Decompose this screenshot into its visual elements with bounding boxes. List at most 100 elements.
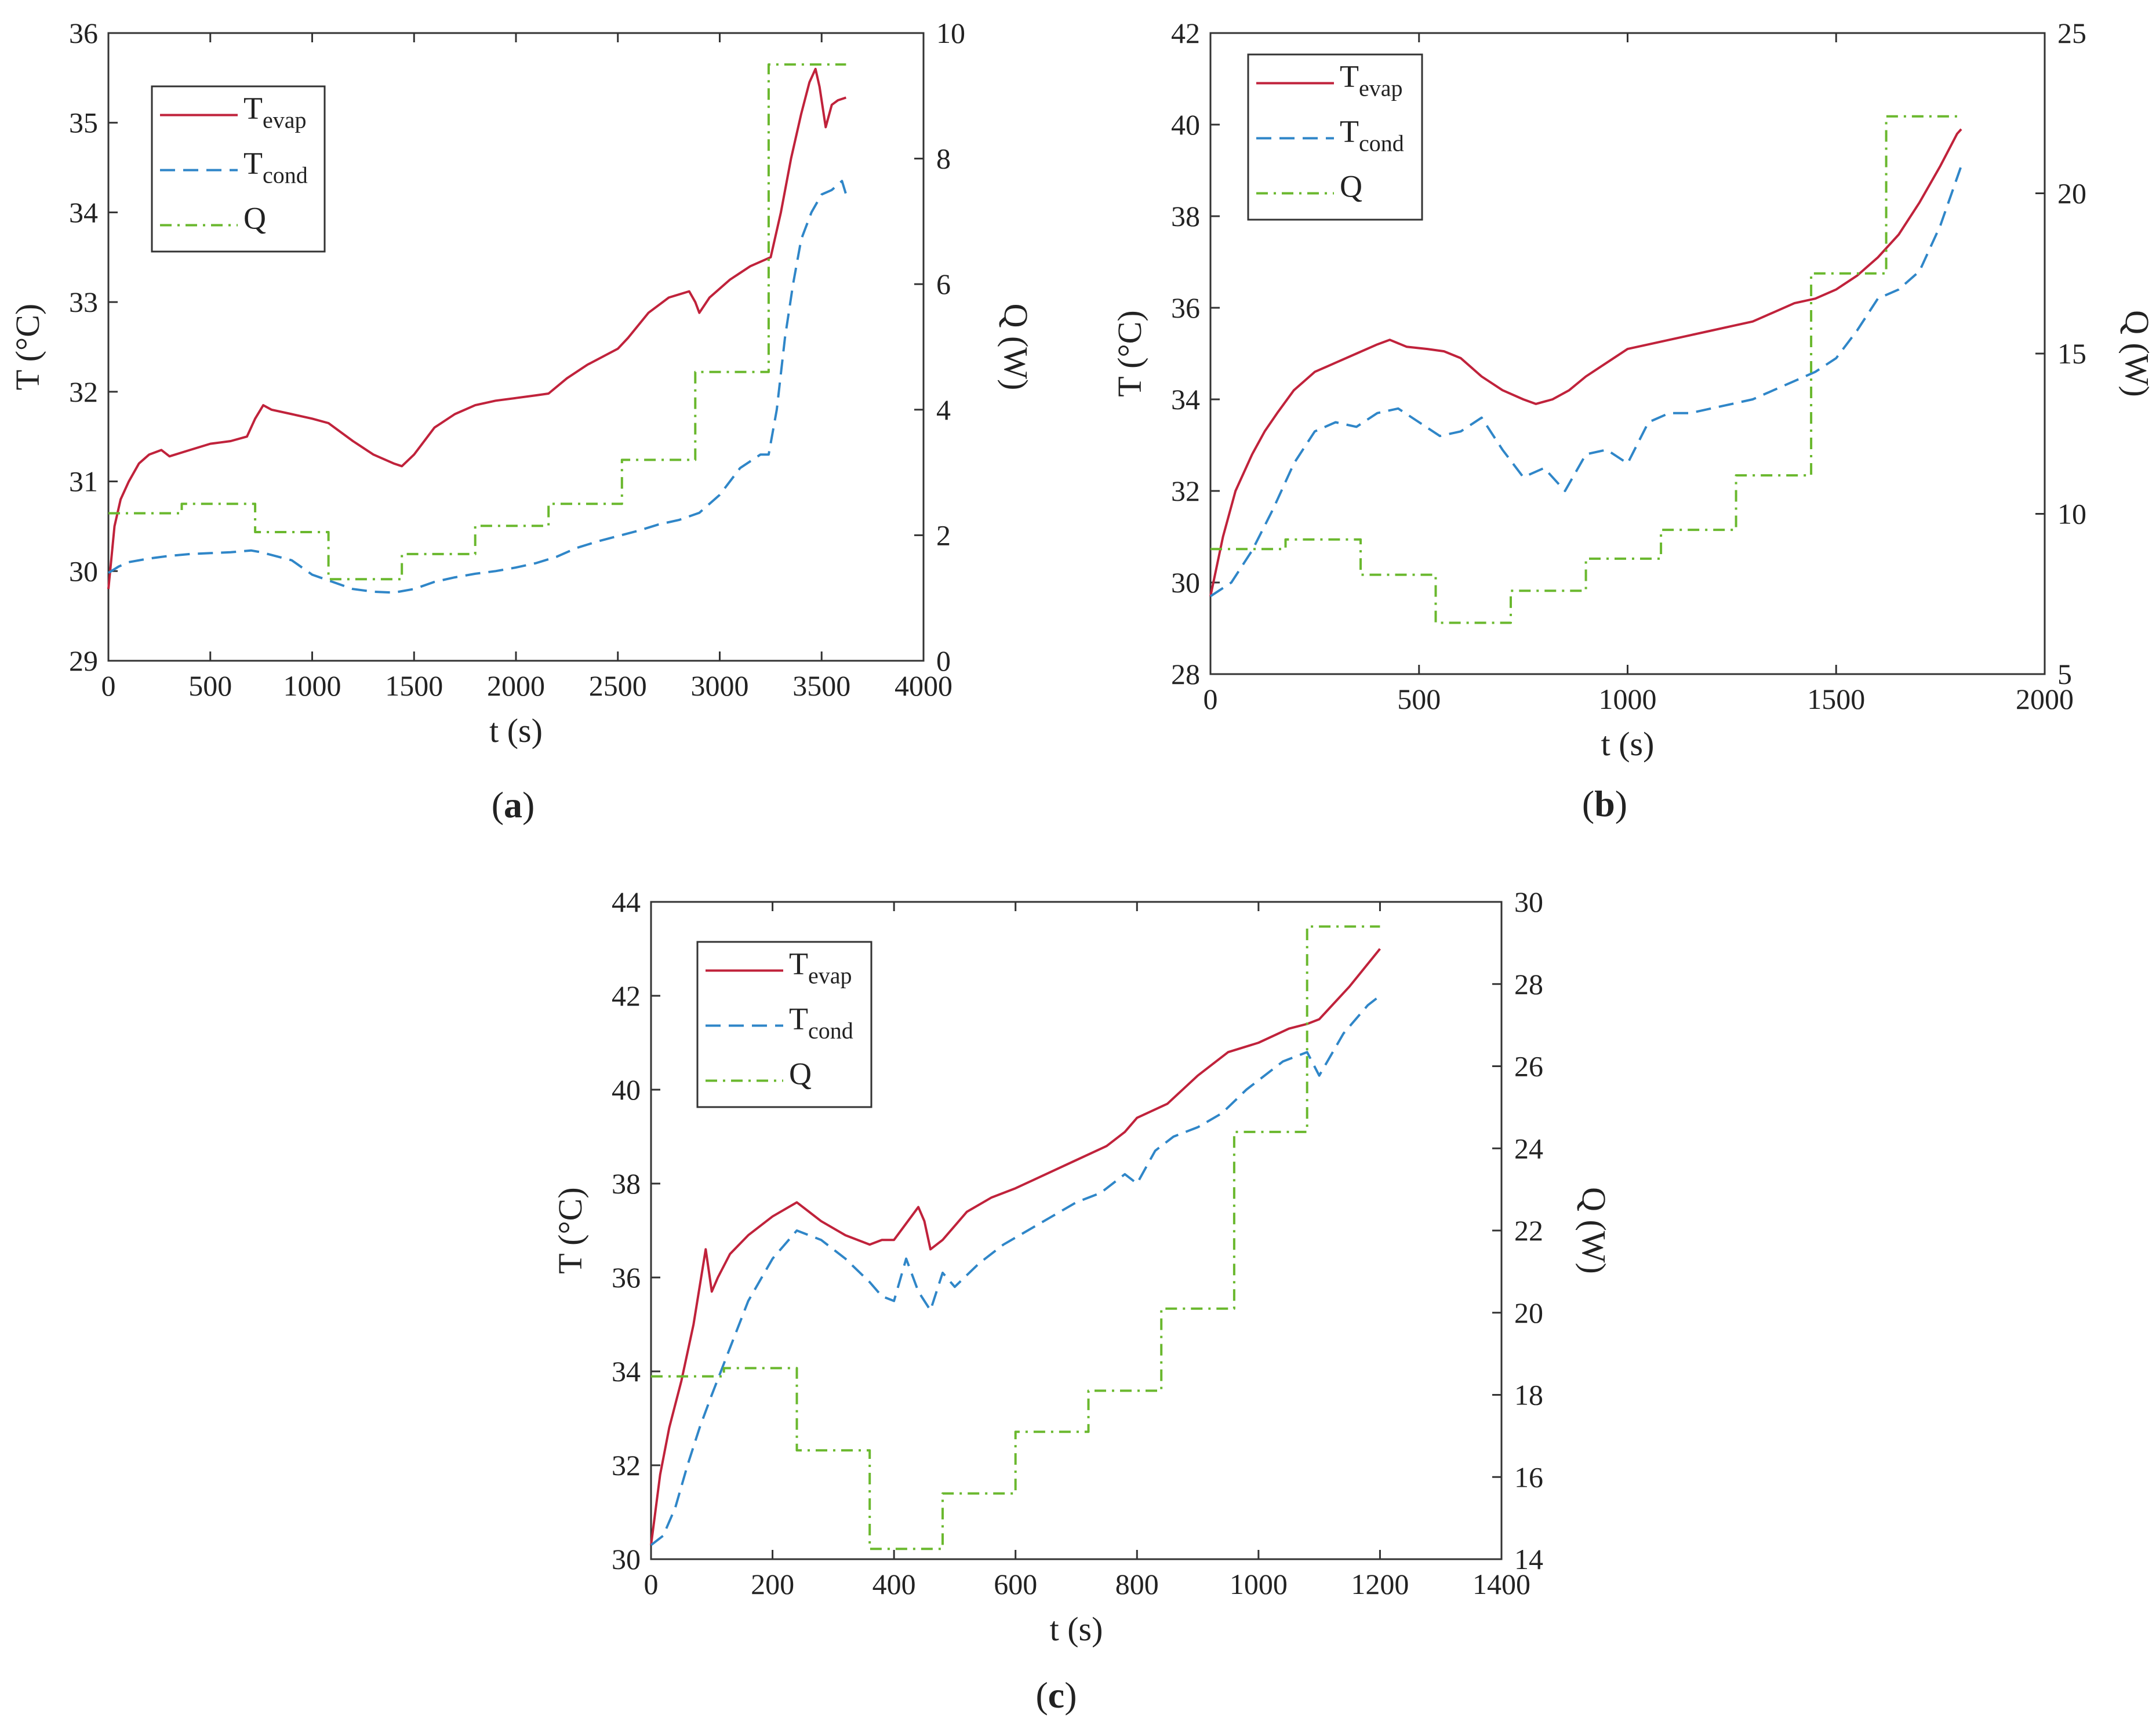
x-tick-label: 0: [101, 669, 116, 702]
x-tick-label: 2000: [2016, 683, 2074, 715]
y-right-tick-label: 15: [2057, 337, 2086, 370]
legend-label: Tcond: [1340, 114, 1404, 156]
y-left-tick-label: 36: [1171, 292, 1200, 324]
y-right-axis-label: Q (W): [997, 304, 1035, 391]
y-left-tick-label: 40: [1171, 108, 1200, 141]
y-right-tick-label: 2: [936, 519, 951, 551]
series-line-t-cond: [1209, 165, 1962, 598]
y-right-tick-label: 10: [2057, 498, 2086, 530]
legend-label-subscript: cond: [263, 162, 308, 188]
y-left-tick-label: 40: [612, 1073, 641, 1106]
legend-label-main: T: [1340, 59, 1359, 94]
y-left-tick-label: 38: [612, 1167, 641, 1200]
y-right-axis-label: Q (W): [2118, 310, 2156, 397]
series-line-q: [1210, 115, 1962, 624]
x-tick-label: 4000: [895, 669, 952, 702]
legend-label-main: T: [1340, 114, 1359, 149]
panel-label: (a): [492, 784, 535, 825]
x-tick-label: 1500: [1807, 683, 1865, 715]
y-left-tick-label: 30: [1171, 566, 1200, 599]
legend-label-subscript: evap: [1359, 75, 1403, 101]
y-left-tick-label: 44: [612, 886, 641, 918]
y-left-tick-label: 32: [1171, 475, 1200, 507]
legend-label: Tevap: [1340, 59, 1403, 101]
legend-label-subscript: evap: [808, 963, 852, 989]
x-tick-label: 1400: [1473, 1568, 1530, 1600]
series-line-t-cond: [650, 995, 1381, 1546]
series-line-t-evap: [650, 948, 1381, 1545]
y-left-tick-label: 34: [1171, 383, 1200, 416]
legend-label-main: Q: [1340, 169, 1362, 204]
y-left-axis-label: T (°C): [1111, 310, 1148, 396]
y-right-tick-label: 24: [1514, 1132, 1543, 1164]
x-axis-label: t (s): [1601, 725, 1655, 763]
y-left-axis-label: T (°C): [9, 304, 46, 390]
y-right-tick-label: 30: [1514, 886, 1543, 918]
panel-letter: c: [1048, 1675, 1064, 1716]
y-left-tick-label: 34: [69, 196, 98, 228]
series-line-t-evap: [1209, 128, 1962, 597]
legend-label-main: T: [243, 146, 263, 181]
chart-panel-b: 0 500 1000 1500 2000 28 30 32 34 36 38 40 42 5 10 15 20 2…: [1111, 17, 2156, 824]
y-left-axis-label: T (°C): [551, 1187, 589, 1273]
legend-label: Q: [243, 201, 266, 236]
legend-label-main: Q: [789, 1057, 812, 1091]
chart-panel-a: 0 500 1000 1500 2000 2500 3000 3500 4000 29 30 31 32…: [9, 17, 1035, 825]
legend-label-main: T: [789, 947, 808, 981]
legend-label-subscript: cond: [808, 1018, 853, 1044]
y-right-tick-label: 16: [1514, 1461, 1543, 1493]
y-right-axis-label: Q (W): [1575, 1187, 1613, 1274]
y-left-tick-label: 33: [69, 286, 98, 318]
y-left-tick-label: 36: [69, 17, 98, 49]
legend-label: Q: [789, 1057, 812, 1091]
y-left-tick-label: 30: [612, 1543, 641, 1575]
series-line-q: [651, 925, 1380, 1550]
y-left-tick-label: 31: [69, 465, 98, 498]
legend-label: Tevap: [789, 947, 852, 989]
y-right-tick-label: 25: [2057, 17, 2086, 49]
panel-label: (b): [1582, 783, 1627, 824]
y-right-tick-label: 26: [1514, 1050, 1543, 1083]
y-left-tick-label: 34: [612, 1355, 641, 1388]
x-tick-label: 1000: [1230, 1568, 1288, 1600]
legend-label: Q: [1340, 169, 1362, 204]
y-right-tick-label: 20: [2057, 177, 2086, 210]
x-tick-label: 500: [188, 669, 232, 702]
y-right-tick-label: 20: [1514, 1297, 1543, 1329]
x-tick-label: 2500: [589, 669, 647, 702]
series-line-t-cond: [107, 180, 848, 594]
x-axis-label: t (s): [1050, 1610, 1103, 1648]
y-right-tick-label: 5: [2057, 658, 2072, 690]
x-tick-label: 2000: [487, 669, 545, 702]
y-right-tick-label: 10: [936, 17, 965, 49]
y-right-tick-label: 6: [936, 268, 951, 300]
x-tick-label: 3500: [792, 669, 850, 702]
y-left-tick-label: 42: [1171, 17, 1200, 49]
y-left-tick-label: 38: [1171, 200, 1200, 232]
y-right-tick-label: 4: [936, 394, 951, 426]
legend-label: Tcond: [243, 146, 308, 188]
x-tick-label: 200: [751, 1568, 794, 1600]
y-left-tick-label: 30: [69, 555, 98, 587]
x-tick-label: 800: [1115, 1568, 1159, 1600]
legend-label: Tcond: [789, 1002, 853, 1044]
y-right-tick-label: 18: [1514, 1379, 1543, 1411]
x-tick-label: 1000: [1599, 683, 1657, 715]
y-right-tick-label: 22: [1514, 1214, 1543, 1247]
legend-label-subscript: evap: [263, 107, 307, 133]
y-left-tick-label: 32: [612, 1449, 641, 1482]
x-tick-label: 0: [644, 1568, 659, 1600]
y-right-tick-label: 14: [1514, 1543, 1543, 1575]
y-right-tick-label: 28: [1514, 968, 1543, 1000]
panel-label: (c): [1035, 1675, 1077, 1716]
y-left-tick-label: 35: [69, 107, 98, 139]
y-left-tick-label: 42: [612, 980, 641, 1012]
x-axis-label: t (s): [489, 712, 543, 749]
chart-panel-c: 0 200 400 600 800 1000 1200 1400 30 32 34 36 38 40 42 4…: [551, 886, 1613, 1716]
legend-label-subscript: cond: [1359, 130, 1404, 156]
y-right-tick-label: 0: [936, 645, 951, 677]
y-left-tick-label: 29: [69, 645, 98, 677]
legend-label: Tevap: [243, 91, 307, 133]
x-tick-label: 400: [872, 1568, 916, 1600]
